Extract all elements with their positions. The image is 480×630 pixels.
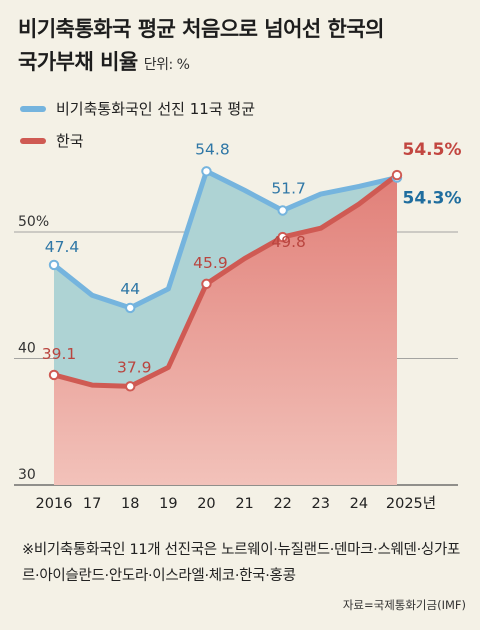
line-advanced-avg (51, 168, 400, 311)
point-korea (201, 278, 212, 290)
point-advanced-avg (277, 205, 288, 216)
legend-label: 한국 (56, 132, 84, 150)
x-axis-labels: 2016 17 18 19 20 21 22 23 24 2025년 (36, 495, 437, 512)
x-tick-label: 24 (350, 496, 368, 512)
data-labels: 47.4 44 54.8 51.7 54.3% 39.1 37.9 45.9 49.8 54.5% (42, 140, 462, 376)
data-points (48, 166, 403, 392)
data-label: 49.8 (271, 233, 306, 251)
chart-title-line2: 국가부채 비율 단위: % (18, 50, 190, 74)
y-tick-label: 50% (18, 214, 49, 230)
y-axis-labels: 30 40 50% (18, 214, 49, 483)
x-tick-label: 2025년 (386, 495, 436, 512)
legend-swatch-red (20, 137, 46, 144)
x-tick-label: 17 (83, 496, 101, 512)
point-advanced-avg (125, 302, 136, 314)
legend-item-advanced-avg: 비기축통화국인 선진 11국 평균 (20, 98, 255, 119)
unit-label: 단위: % (143, 57, 190, 73)
point-korea (391, 169, 403, 181)
x-tick-label: 18 (121, 496, 139, 512)
y-tick-label: 40 (18, 341, 36, 357)
legend-item-korea: 한국 (20, 130, 84, 151)
data-label: 51.7 (271, 179, 306, 197)
point-korea (125, 381, 136, 392)
legend-swatch-blue (20, 105, 46, 112)
data-label: 54.3% (403, 189, 462, 209)
series-lines (51, 168, 400, 389)
x-tick-label: 23 (312, 496, 330, 512)
data-label: 47.4 (45, 238, 80, 256)
data-label: 54.8 (195, 140, 230, 158)
x-tick-label: 2016 (36, 496, 73, 512)
chart-area: 30 40 50% 2016 17 18 19 20 21 22 23 24 2025년 47.4 44… (14, 140, 462, 512)
area-korea (54, 175, 397, 485)
area-fills (54, 171, 397, 485)
source-note: 자료=국제통화기금(IMF) (342, 598, 466, 612)
point-advanced-avg (48, 259, 60, 271)
x-tick-label: 20 (197, 496, 215, 512)
x-tick-label: 19 (159, 496, 177, 512)
point-advanced-avg (201, 166, 212, 177)
point-korea (277, 231, 288, 243)
data-label: 54.5% (403, 140, 462, 160)
data-label: 37.9 (117, 358, 152, 376)
line-korea (51, 172, 400, 389)
data-label: 44 (120, 280, 140, 298)
point-korea (48, 369, 60, 381)
area-advanced-avg (54, 171, 397, 387)
y-tick-label: 30 (18, 467, 36, 483)
data-label: 45.9 (193, 254, 228, 272)
data-label: 39.1 (42, 345, 77, 363)
footnote: ※비기축통화국인 11개 선진국은 노르웨이·뉴질랜드·덴마크·스웨덴·싱가포르… (22, 542, 461, 584)
x-tick-label: 21 (235, 496, 253, 512)
chart-title: 비기축통화국 평균 처음으로 넘어선 한국의 (18, 17, 385, 41)
legend-label: 비기축통화국인 선진 11국 평균 (56, 100, 255, 118)
x-tick-label: 22 (273, 496, 291, 512)
